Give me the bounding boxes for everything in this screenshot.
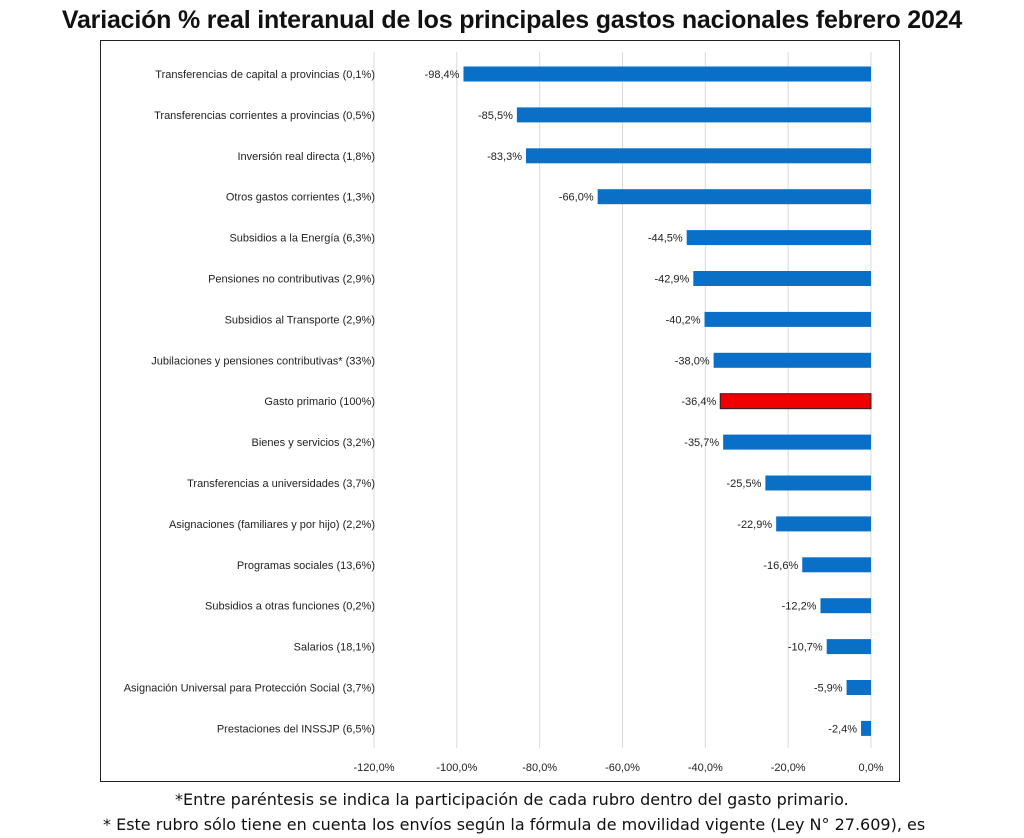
category-label: Otros gastos corrientes (1,3%) (226, 192, 375, 204)
data-label: -66,0% (559, 192, 594, 204)
category-label: Prestaciones del INSSJP (6,5%) (217, 723, 375, 735)
x-tick-label: -20,0% (771, 762, 806, 774)
bar (713, 352, 871, 368)
data-label: -40,2% (666, 314, 701, 326)
category-label: Subsidios al Transporte (2,9%) (225, 314, 375, 326)
bar (765, 475, 871, 491)
data-label: -22,9% (737, 519, 772, 531)
x-tick-label: -100,0% (436, 762, 477, 774)
category-label: Subsidios a otras funciones (0,2%) (205, 601, 375, 613)
category-label: Jubilaciones y pensiones contributivas* … (151, 355, 375, 367)
category-label: Bienes y servicios (3,2%) (252, 437, 376, 449)
data-label: -36,4% (681, 396, 716, 408)
data-label: -98,4% (425, 69, 460, 81)
data-label: -44,5% (648, 233, 683, 245)
category-label: Asignaciones (familiares y por hijo) (2,… (169, 519, 375, 531)
bar (802, 557, 871, 573)
data-label: -42,9% (654, 274, 689, 286)
data-label: -35,7% (684, 437, 719, 449)
category-label: Inversión real directa (1,8%) (237, 151, 375, 163)
bar (597, 189, 871, 205)
data-label: -38,0% (675, 355, 710, 367)
chart-title: Variación % real interanual de los princ… (61, 6, 963, 34)
data-label: -5,9% (814, 683, 843, 695)
category-label: Transferencias corrientes a provincias (… (154, 110, 375, 122)
category-label: Transferencias de capital a provincias (… (155, 69, 375, 81)
bar (820, 598, 871, 614)
bar (776, 516, 871, 532)
x-tick-label: 0,0% (858, 762, 883, 774)
category-label: Transferencias a universidades (3,7%) (187, 478, 375, 490)
bar (463, 66, 871, 82)
bar (693, 271, 871, 286)
data-label: -16,6% (763, 560, 798, 572)
category-label: Pensiones no contributivas (2,9%) (208, 274, 375, 286)
data-label: -2,4% (828, 723, 857, 735)
bar (861, 720, 871, 736)
bar-chart: -120,0% -100,0% -80,0% -60,0% -40,0% -20,0% 0,… (124, 52, 884, 774)
x-tick-label: -120,0% (354, 762, 395, 774)
data-label: -12,2% (782, 601, 817, 613)
footnote-mobility: * Este rubro sólo tiene en cuenta los en… (103, 815, 926, 834)
bar-highlight (719, 393, 872, 410)
bar (846, 680, 871, 695)
category-label: Salarios (18,1%) (294, 642, 375, 654)
bar (525, 148, 871, 164)
data-label: -25,5% (727, 478, 762, 490)
category-label: Gasto primario (100%) (264, 396, 375, 408)
category-label: Subsidios a la Energía (6,3%) (229, 233, 375, 245)
x-tick-label: -80,0% (522, 762, 557, 774)
x-tick-label: -40,0% (688, 762, 723, 774)
bar (516, 107, 871, 123)
data-label: -85,5% (478, 110, 513, 122)
chart-frame (100, 40, 900, 782)
bar (723, 434, 871, 450)
x-tick-label: -60,0% (605, 762, 640, 774)
footnote-participation: *Entre paréntesis se indica la participa… (175, 790, 849, 809)
bar (826, 639, 871, 655)
category-label: Programas sociales (13,6%) (237, 560, 375, 572)
data-label: -83,3% (487, 151, 522, 163)
bar (704, 311, 871, 327)
bar (686, 230, 871, 246)
category-label: Asignación Universal para Protección Soc… (124, 683, 375, 695)
data-label: -10,7% (788, 642, 823, 654)
